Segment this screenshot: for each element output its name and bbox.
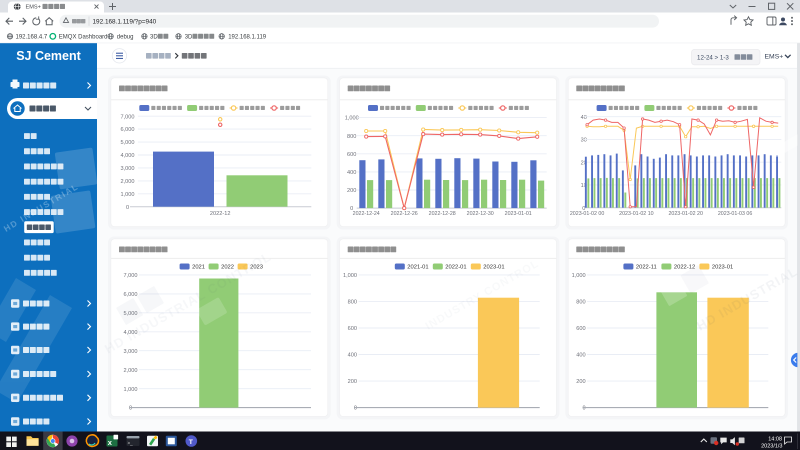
svg-text:200: 200: [348, 379, 357, 385]
svg-text:2,000: 2,000: [121, 179, 135, 185]
svg-text:2021: 2021: [192, 265, 205, 271]
svg-text:EMQX Dashboard: EMQX Dashboard: [59, 35, 108, 41]
svg-text:200: 200: [576, 379, 585, 385]
svg-text:5,000: 5,000: [124, 311, 138, 317]
svg-text:6,000: 6,000: [124, 292, 138, 298]
svg-text:1,000: 1,000: [345, 116, 359, 122]
svg-text:2023-01-02 20: 2023-01-02 20: [668, 211, 703, 217]
svg-text:debug: debug: [117, 35, 134, 41]
svg-text:2022: 2022: [221, 265, 234, 271]
svg-text:4,000: 4,000: [124, 330, 138, 336]
svg-text:2023: 2023: [250, 265, 263, 271]
svg-text:0: 0: [126, 205, 129, 211]
svg-text:3D: 3D: [150, 35, 158, 41]
svg-text:40: 40: [581, 115, 587, 121]
svg-text:200: 200: [347, 188, 356, 194]
svg-text:2023/1/3: 2023/1/3: [761, 443, 782, 449]
svg-text:3,000: 3,000: [121, 166, 135, 172]
svg-text:600: 600: [576, 326, 585, 332]
svg-text:3,000: 3,000: [124, 349, 138, 355]
svg-text:6,000: 6,000: [121, 127, 135, 133]
svg-text:2023-01-01: 2023-01-01: [505, 211, 532, 217]
svg-text:EMS+: EMS+: [26, 5, 41, 11]
svg-text:4,000: 4,000: [121, 153, 135, 159]
svg-text:2021-01: 2021-01: [407, 265, 428, 271]
svg-text:7,000: 7,000: [121, 114, 135, 120]
svg-text:2023-01-02 00: 2023-01-02 00: [570, 211, 605, 217]
svg-text:5,000: 5,000: [121, 140, 135, 146]
svg-text:2022-12: 2022-12: [210, 211, 231, 217]
svg-text:20: 20: [581, 160, 587, 166]
svg-text:EMS+: EMS+: [765, 53, 784, 60]
svg-text:2023-01-03 06: 2023-01-03 06: [718, 211, 753, 217]
svg-text:0: 0: [582, 406, 585, 412]
svg-text:2,000: 2,000: [124, 368, 138, 374]
svg-text:192.168.4.7: 192.168.4.7: [16, 35, 48, 41]
svg-text:600: 600: [348, 326, 357, 332]
svg-text:192.168.1.119: 192.168.1.119: [228, 35, 267, 41]
svg-text:0: 0: [354, 406, 357, 412]
svg-text:1,000: 1,000: [124, 387, 138, 393]
svg-text:2022-01: 2022-01: [445, 265, 466, 271]
svg-text:2023-01-02 10: 2023-01-02 10: [619, 211, 654, 217]
svg-text:2022-12-26: 2022-12-26: [391, 211, 418, 217]
svg-text:T: T: [189, 439, 194, 446]
svg-text:0: 0: [129, 406, 132, 412]
svg-text:0: 0: [350, 206, 353, 212]
svg-text:SJ Cement: SJ Cement: [16, 49, 81, 63]
svg-text:>_: >_: [128, 440, 134, 445]
svg-text:600: 600: [347, 152, 356, 158]
svg-text:x: x: [108, 438, 113, 447]
svg-text:2022-12: 2022-12: [674, 265, 695, 271]
svg-text:800: 800: [576, 300, 585, 306]
svg-text:2023-01: 2023-01: [712, 265, 733, 271]
svg-text:12-24 > 1-3: 12-24 > 1-3: [697, 54, 729, 61]
svg-text:3D: 3D: [185, 35, 193, 41]
svg-text:2022-12-30: 2022-12-30: [467, 211, 494, 217]
svg-text:7,000: 7,000: [124, 273, 138, 279]
svg-text:192.168.1.119/?p=940: 192.168.1.119/?p=940: [93, 19, 157, 26]
svg-text:10: 10: [581, 183, 587, 189]
svg-text:2022-12-28: 2022-12-28: [429, 211, 456, 217]
svg-text:400: 400: [347, 170, 356, 176]
svg-text:400: 400: [348, 353, 357, 359]
svg-text:1,000: 1,000: [572, 273, 586, 279]
svg-text:30: 30: [581, 138, 587, 144]
svg-text:400: 400: [576, 353, 585, 359]
svg-text:2023-01: 2023-01: [483, 265, 504, 271]
svg-text:0: 0: [582, 206, 585, 212]
svg-text:1,000: 1,000: [121, 192, 135, 198]
svg-text:800: 800: [347, 134, 356, 140]
svg-text:14:08: 14:08: [768, 436, 782, 442]
svg-text:2022-11: 2022-11: [636, 265, 657, 271]
svg-text:1,000: 1,000: [343, 273, 357, 279]
svg-text:800: 800: [348, 300, 357, 306]
svg-text:2022-12-24: 2022-12-24: [353, 211, 380, 217]
